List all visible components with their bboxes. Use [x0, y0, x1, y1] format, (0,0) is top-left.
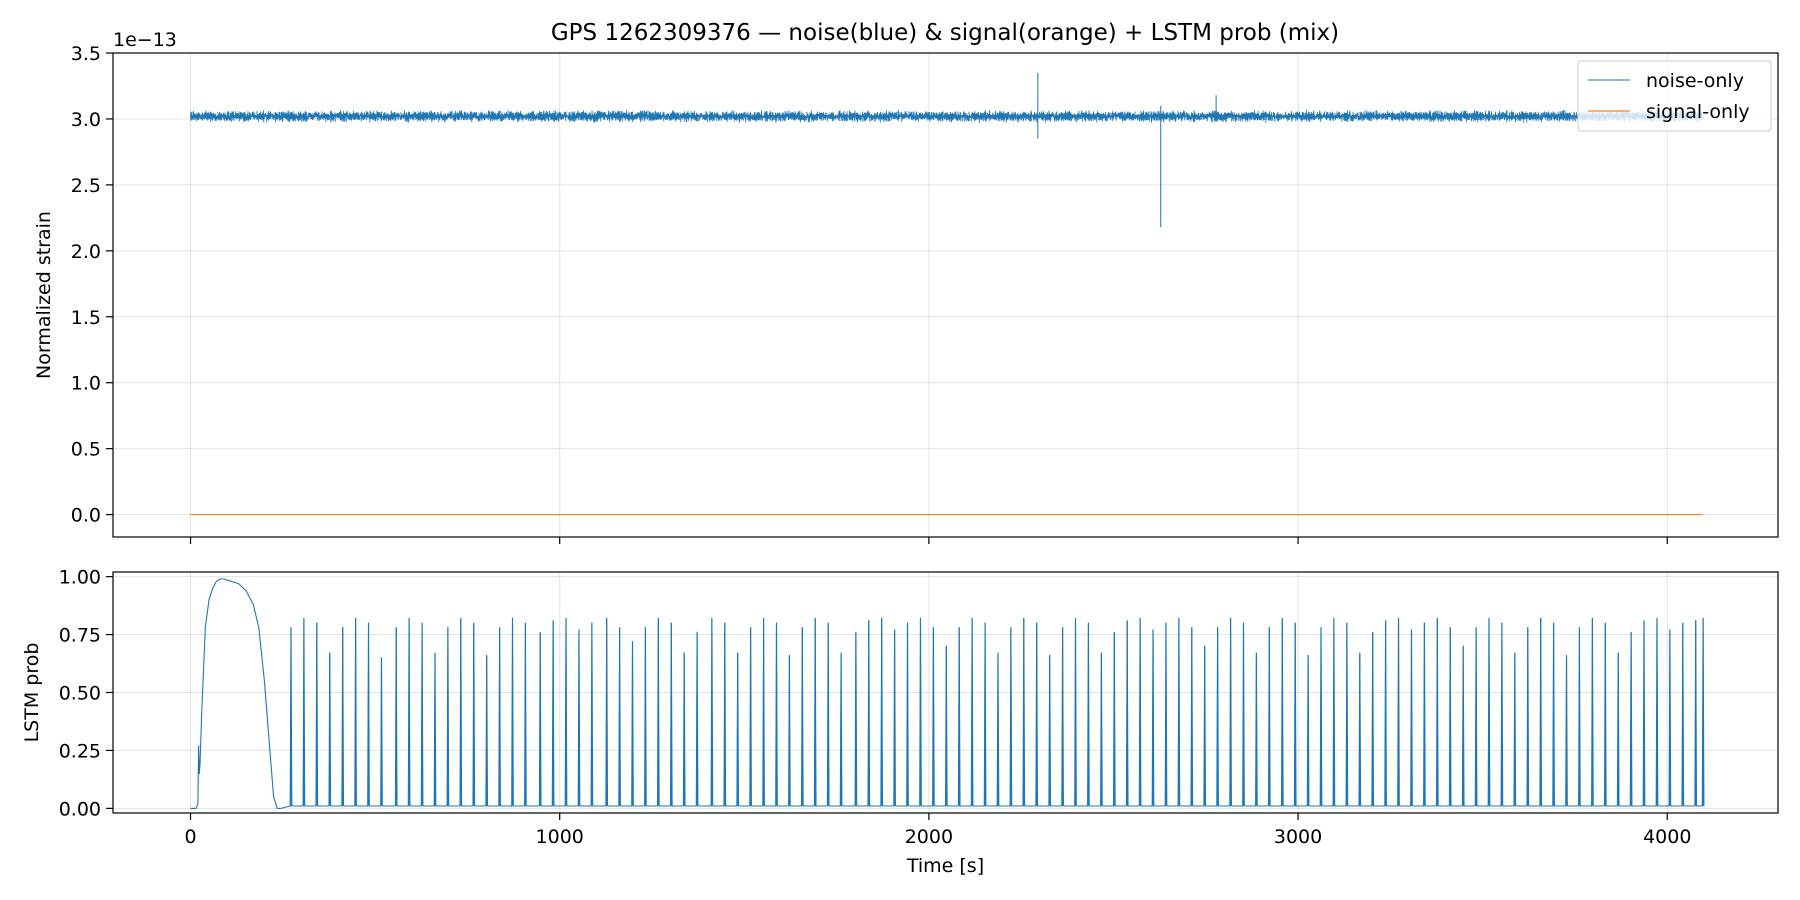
strain-axes-frame	[112, 52, 1779, 538]
y-tick-label: 1.0	[71, 373, 101, 395]
y-tick-label: 0.0	[71, 505, 101, 527]
x-axis-label: Time [s]	[906, 855, 984, 877]
prob-plot-area	[190, 578, 1705, 809]
y-tick-label: 0.25	[59, 740, 101, 762]
x-tick-label: 1000	[536, 826, 584, 848]
legend: noise-only signal-only	[1577, 60, 1772, 132]
y-tick-label: 3.0	[71, 109, 101, 131]
y-tick-label: 2.0	[71, 241, 101, 263]
y-tick-label: 3.5	[71, 43, 101, 65]
y-tick-label: 1.5	[71, 307, 101, 329]
lstm-prob-series	[190, 578, 1705, 809]
prob-ticks: 0 1000 2000 3000 4000 0.00 0.25 0.50 0.75 1.00	[59, 567, 1692, 848]
y-tick-label: 0.5	[71, 439, 101, 461]
noise-only-series	[190, 109, 1704, 123]
strain-plot-area	[190, 72, 1704, 516]
y-tick-label: 0.75	[59, 625, 101, 647]
prob-y-axis-label: LSTM prob	[21, 643, 43, 743]
x-tick-label: 3000	[1274, 826, 1322, 848]
x-tick-label: 0	[184, 826, 196, 848]
strain-axes: 0.0 0.5 1.0 1.5 2.0 2.5 3.0 3.5 1e−13 Normalize…	[33, 29, 1779, 544]
strain-offset-label: 1e−13	[113, 29, 177, 51]
legend-label-noise: noise-only	[1646, 70, 1744, 92]
chart-title: GPS 1262309376 — noise(blue) & signal(or…	[551, 20, 1339, 46]
x-tick-label: 2000	[905, 826, 953, 848]
legend-box	[1577, 60, 1772, 132]
prob-axes: 0 1000 2000 3000 4000 0.00 0.25 0.50 0.75 1.00 LS…	[21, 567, 1779, 877]
y-tick-label: 0.50	[59, 683, 101, 705]
y-tick-label: 0.00	[59, 798, 101, 820]
strain-y-axis-label: Normalized strain	[33, 211, 55, 379]
y-tick-label: 2.5	[71, 175, 101, 197]
legend-label-signal: signal-only	[1646, 101, 1750, 123]
strain-ticks: 0.0 0.5 1.0 1.5 2.0 2.5 3.0 3.5	[71, 43, 1668, 544]
y-tick-label: 1.00	[59, 567, 101, 589]
x-tick-label: 4000	[1643, 826, 1691, 848]
